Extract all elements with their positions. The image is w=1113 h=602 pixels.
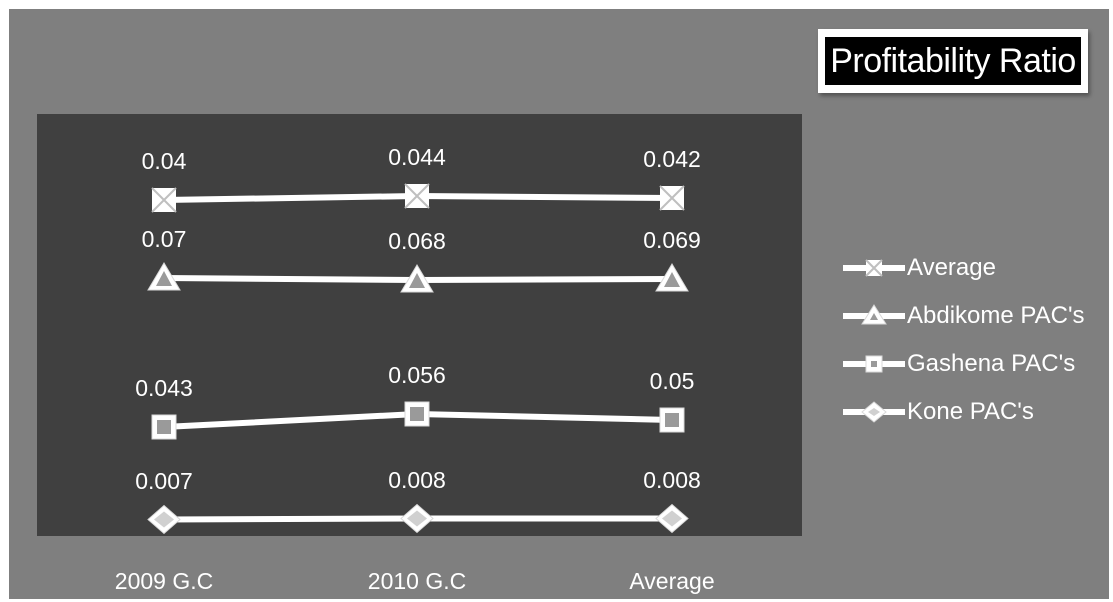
legend-item-average: Average	[841, 253, 996, 283]
data-point-average-2	[404, 183, 430, 209]
legend-swatch-gashena-pac-s	[843, 355, 905, 373]
data-label-abdikome-pac-s-1: 0.07	[141, 226, 187, 252]
data-point-average-3	[659, 185, 685, 211]
data-label-gashena-pac-s-1: 0.043	[135, 375, 193, 401]
legend-item-kone-pac-s: Kone PAC's	[841, 397, 1034, 427]
legend-marker-gashena-pac-s	[865, 355, 883, 373]
legend-swatch-kone-pac-s	[843, 401, 905, 423]
legend-swatch-average	[843, 259, 905, 277]
data-point-abdikome-pac-s-1	[147, 262, 181, 291]
legend-label-abdikome-pac-s: Abdikome PAC's	[907, 302, 1085, 329]
data-label-abdikome-pac-s-3: 0.069	[643, 227, 701, 253]
data-label-average-1: 0.04	[141, 148, 187, 174]
data-point-gashena-pac-s-3	[659, 407, 685, 433]
data-point-gashena-pac-s-1	[151, 414, 177, 440]
legend-label-kone-pac-s: Kone PAC's	[907, 398, 1034, 425]
legend-marker-kone-pac-s	[861, 401, 887, 423]
data-point-kone-pac-s-2	[400, 503, 434, 534]
data-point-gashena-pac-s-2	[404, 401, 430, 427]
data-point-abdikome-pac-s-3	[655, 263, 689, 292]
data-point-abdikome-pac-s-2	[400, 264, 434, 293]
data-label-kone-pac-s-2: 0.008	[388, 466, 446, 493]
legend-label-gashena-pac-s: Gashena PAC's	[907, 350, 1076, 377]
chart-title-box: Profitability Ratio	[818, 29, 1088, 93]
data-label-kone-pac-s-3: 0.008	[643, 466, 701, 493]
chart-title: Profitability Ratio	[825, 37, 1081, 85]
legend-item-gashena-pac-s: Gashena PAC's	[841, 349, 1075, 379]
data-point-kone-pac-s-3	[655, 503, 689, 534]
data-point-average-1	[151, 187, 177, 213]
chart-frame: Profitability Ratio 0.04 0.044 0.042 0.07 0.…	[9, 9, 1109, 599]
legend-marker-abdikome-pac-s	[861, 304, 887, 325]
data-label-abdikome-pac-s-2: 0.068	[388, 228, 446, 254]
x-tick-label-2: 2010 G.C	[367, 568, 467, 594]
chart-canvas	[37, 114, 802, 536]
x-tick-label-3: Average	[629, 568, 715, 594]
legend-item-abdikome-pac-s: Abdikome PAC's	[841, 301, 1085, 331]
data-label-average-3: 0.042	[643, 146, 701, 172]
legend-swatch-abdikome-pac-s	[843, 304, 905, 325]
data-label-gashena-pac-s-3: 0.05	[649, 368, 695, 394]
legend-marker-average	[865, 259, 883, 277]
data-label-average-2: 0.044	[388, 144, 446, 170]
data-label-gashena-pac-s-2: 0.056	[388, 362, 446, 388]
legend-label-average: Average	[907, 254, 996, 281]
data-point-kone-pac-s-1	[147, 504, 181, 535]
data-label-kone-pac-s-1: 0.007	[135, 467, 193, 494]
x-tick-label-1: 2009 G.C	[114, 568, 214, 594]
